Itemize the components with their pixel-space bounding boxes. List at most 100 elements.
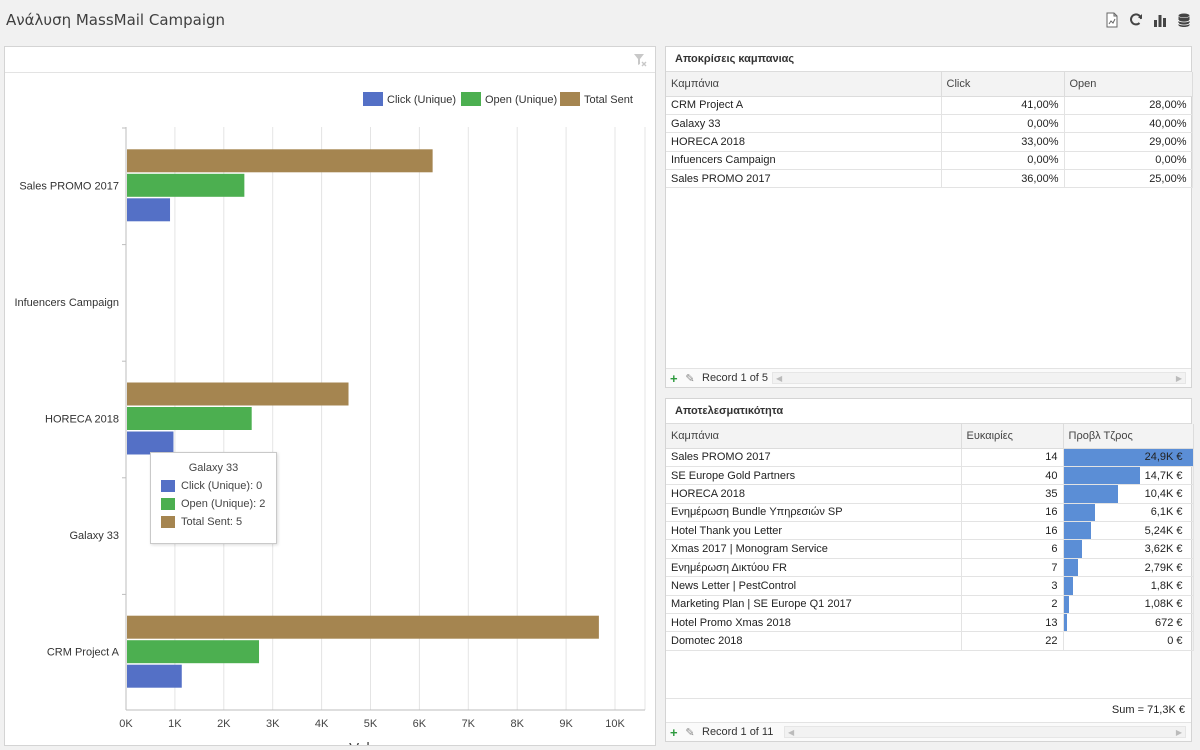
forecast-cell: 2,79K €: [1063, 558, 1194, 578]
table-row[interactable]: Xmas 2017 | Monogram Service 6 3,62K €: [666, 539, 1194, 559]
opportunities-cell: 2: [961, 595, 1064, 615]
bar-sent: [127, 382, 349, 406]
table-row[interactable]: Marketing Plan | SE Europe Q1 2017 2 1,08K…: [666, 595, 1194, 615]
database-icon[interactable]: [1176, 12, 1192, 28]
forecast-value: 14,7K €: [1144, 469, 1183, 482]
open-cell: 29,00%: [1064, 132, 1193, 152]
responses-table: Καμπάνια Click Open CRM Project A 41,00% 2…: [666, 72, 1193, 189]
chart-panel: 0K 1K 2K 3K 4K 5K 6K 7K 8K 9K 10K Sales PROMO 2017 I…: [4, 46, 656, 746]
data-bar: [1063, 540, 1083, 558]
col-open[interactable]: Open: [1064, 72, 1193, 97]
forecast-value: 24,9K €: [1144, 451, 1183, 464]
open-cell: 40,00%: [1064, 114, 1193, 134]
pencil-icon[interactable]: ✎: [685, 726, 695, 739]
forecast-cell: 0 €: [1063, 631, 1194, 651]
campaign-cell: Hotel Promo Xmas 2018: [666, 613, 962, 633]
chart-tooltip: Galaxy 33 Click (Unique): 0 Open (Unique…: [150, 452, 277, 544]
tooltip-title: Galaxy 33: [188, 462, 239, 474]
export-icon[interactable]: [1104, 12, 1120, 28]
table-row[interactable]: News Letter | PestControl 3 1,8K €: [666, 576, 1194, 596]
opportunities-cell: 13: [961, 613, 1064, 633]
table-row[interactable]: Sales PROMO 2017 14 24,9K €: [666, 448, 1194, 467]
table-row[interactable]: Sales PROMO 2017 36,00% 25,00%: [666, 169, 1193, 189]
click-cell: 36,00%: [941, 169, 1065, 189]
campaign-cell: HORECA 2018: [666, 484, 962, 504]
toolbar: [1104, 12, 1192, 28]
y-tick-label: HORECA 2018: [45, 414, 119, 426]
opportunities-cell: 22: [961, 631, 1064, 651]
data-bar: [1063, 577, 1073, 595]
campaign-cell: Ενημέρωση Bundle Υπηρεσιών SP: [666, 503, 962, 523]
bar-sent: [127, 149, 433, 173]
tooltip-click-text: Click (Unique): 0: [181, 480, 263, 492]
bar-click: [127, 431, 174, 455]
forecast-value: 6,1K €: [1150, 506, 1183, 519]
refresh-icon[interactable]: [1128, 12, 1144, 28]
x-tick-label: 5K: [364, 718, 378, 730]
add-record-button[interactable]: +: [670, 724, 678, 740]
forecast-cell: 10,4K €: [1063, 484, 1194, 504]
col-opportunities[interactable]: Ευκαιρίες: [961, 424, 1064, 449]
campaign-cell: Sales PROMO 2017: [666, 448, 962, 467]
table-row[interactable]: Ενημέρωση Bundle Υπηρεσιών SP 16 6,1K €: [666, 503, 1194, 523]
pencil-icon[interactable]: ✎: [685, 372, 695, 385]
bar-chart: 0K 1K 2K 3K 4K 5K 6K 7K 8K 9K 10K Sales PROMO 2017 I…: [14, 92, 646, 745]
sent-swatch: [161, 516, 175, 528]
data-bar: [1063, 614, 1067, 631]
x-tick-label: 1K: [168, 718, 182, 730]
opportunities-cell: 7: [961, 558, 1064, 578]
x-tick-label: 2K: [217, 718, 231, 730]
horizontal-scrollbar[interactable]: ◀ ▶: [772, 372, 1186, 384]
y-tick-label: Infuencers Campaign: [14, 297, 119, 309]
data-bar: [1063, 595, 1070, 613]
bar-open: [127, 173, 245, 197]
data-bar: [1063, 485, 1118, 503]
x-tick-label: 4K: [315, 718, 329, 730]
x-tick-label: 9K: [559, 718, 573, 730]
forecast-value: 5,24K €: [1144, 524, 1183, 537]
table-row[interactable]: HORECA 2018 33,00% 29,00%: [666, 132, 1193, 152]
x-tick-label: 8K: [510, 718, 524, 730]
bar-open: [127, 407, 252, 430]
x-tick-label: 7K: [462, 718, 476, 730]
col-campaign[interactable]: Καμπάνια: [666, 424, 962, 449]
table-row[interactable]: Hotel Promo Xmas 2018 13 672 €: [666, 613, 1194, 633]
forecast-value: 672 €: [1154, 616, 1183, 629]
table-row[interactable]: Ενημέρωση Δικτύου FR 7 2,79K €: [666, 558, 1194, 578]
x-tick-label: 10K: [605, 718, 625, 730]
x-tick-label: 0K: [119, 718, 133, 730]
opportunities-cell: 16: [961, 521, 1064, 541]
app-title: Ανάλυση MassMail Campaign: [6, 11, 226, 29]
col-campaign[interactable]: Καμπάνια: [666, 72, 942, 97]
campaign-cell: Ενημέρωση Δικτύου FR: [666, 558, 962, 578]
forecast-value: 0 €: [1167, 635, 1183, 648]
table-row[interactable]: CRM Project A 41,00% 28,00%: [666, 96, 1193, 115]
bar-chart-icon[interactable]: [1152, 12, 1168, 28]
y-tick-label: Galaxy 33: [69, 530, 119, 542]
legend-swatch: [363, 92, 383, 106]
table-row[interactable]: Domotec 2018 22 0 €: [666, 631, 1194, 651]
campaign-cell: Xmas 2017 | Monogram Service: [666, 539, 962, 559]
click-cell: 0,00%: [941, 151, 1065, 171]
forecast-cell: 24,9K €: [1063, 448, 1194, 467]
table-row[interactable]: Infuencers Campaign 0,00% 0,00%: [666, 151, 1193, 171]
y-tick-label: CRM Project A: [47, 647, 120, 659]
table-row[interactable]: HORECA 2018 35 10,4K €: [666, 484, 1194, 504]
data-bar: [1063, 503, 1096, 521]
forecast-cell: 1,8K €: [1063, 576, 1194, 596]
table-row[interactable]: SE Europe Gold Partners 40 14,7K €: [666, 466, 1194, 486]
col-forecast[interactable]: Προβλ Τζρος: [1063, 424, 1194, 449]
table-row[interactable]: Hotel Thank you Letter 16 5,24K €: [666, 521, 1194, 541]
col-click[interactable]: Click: [941, 72, 1065, 97]
clear-filter-icon[interactable]: [633, 53, 647, 67]
add-record-button[interactable]: +: [670, 370, 678, 386]
horizontal-scrollbar[interactable]: ◀ ▶: [784, 726, 1186, 738]
campaign-cell: SE Europe Gold Partners: [666, 466, 962, 486]
campaign-cell: Hotel Thank you Letter: [666, 521, 962, 541]
forecast-value: 2,79K €: [1144, 561, 1183, 574]
y-tick-label: Sales PROMO 2017: [19, 180, 119, 192]
data-bar: [1063, 522, 1091, 539]
responses-title: Αποκρίσεις καμπανιας: [666, 47, 1191, 72]
tooltip-row-open: Open (Unique): 2: [161, 498, 276, 510]
table-row[interactable]: Galaxy 33 0,00% 40,00%: [666, 114, 1193, 134]
